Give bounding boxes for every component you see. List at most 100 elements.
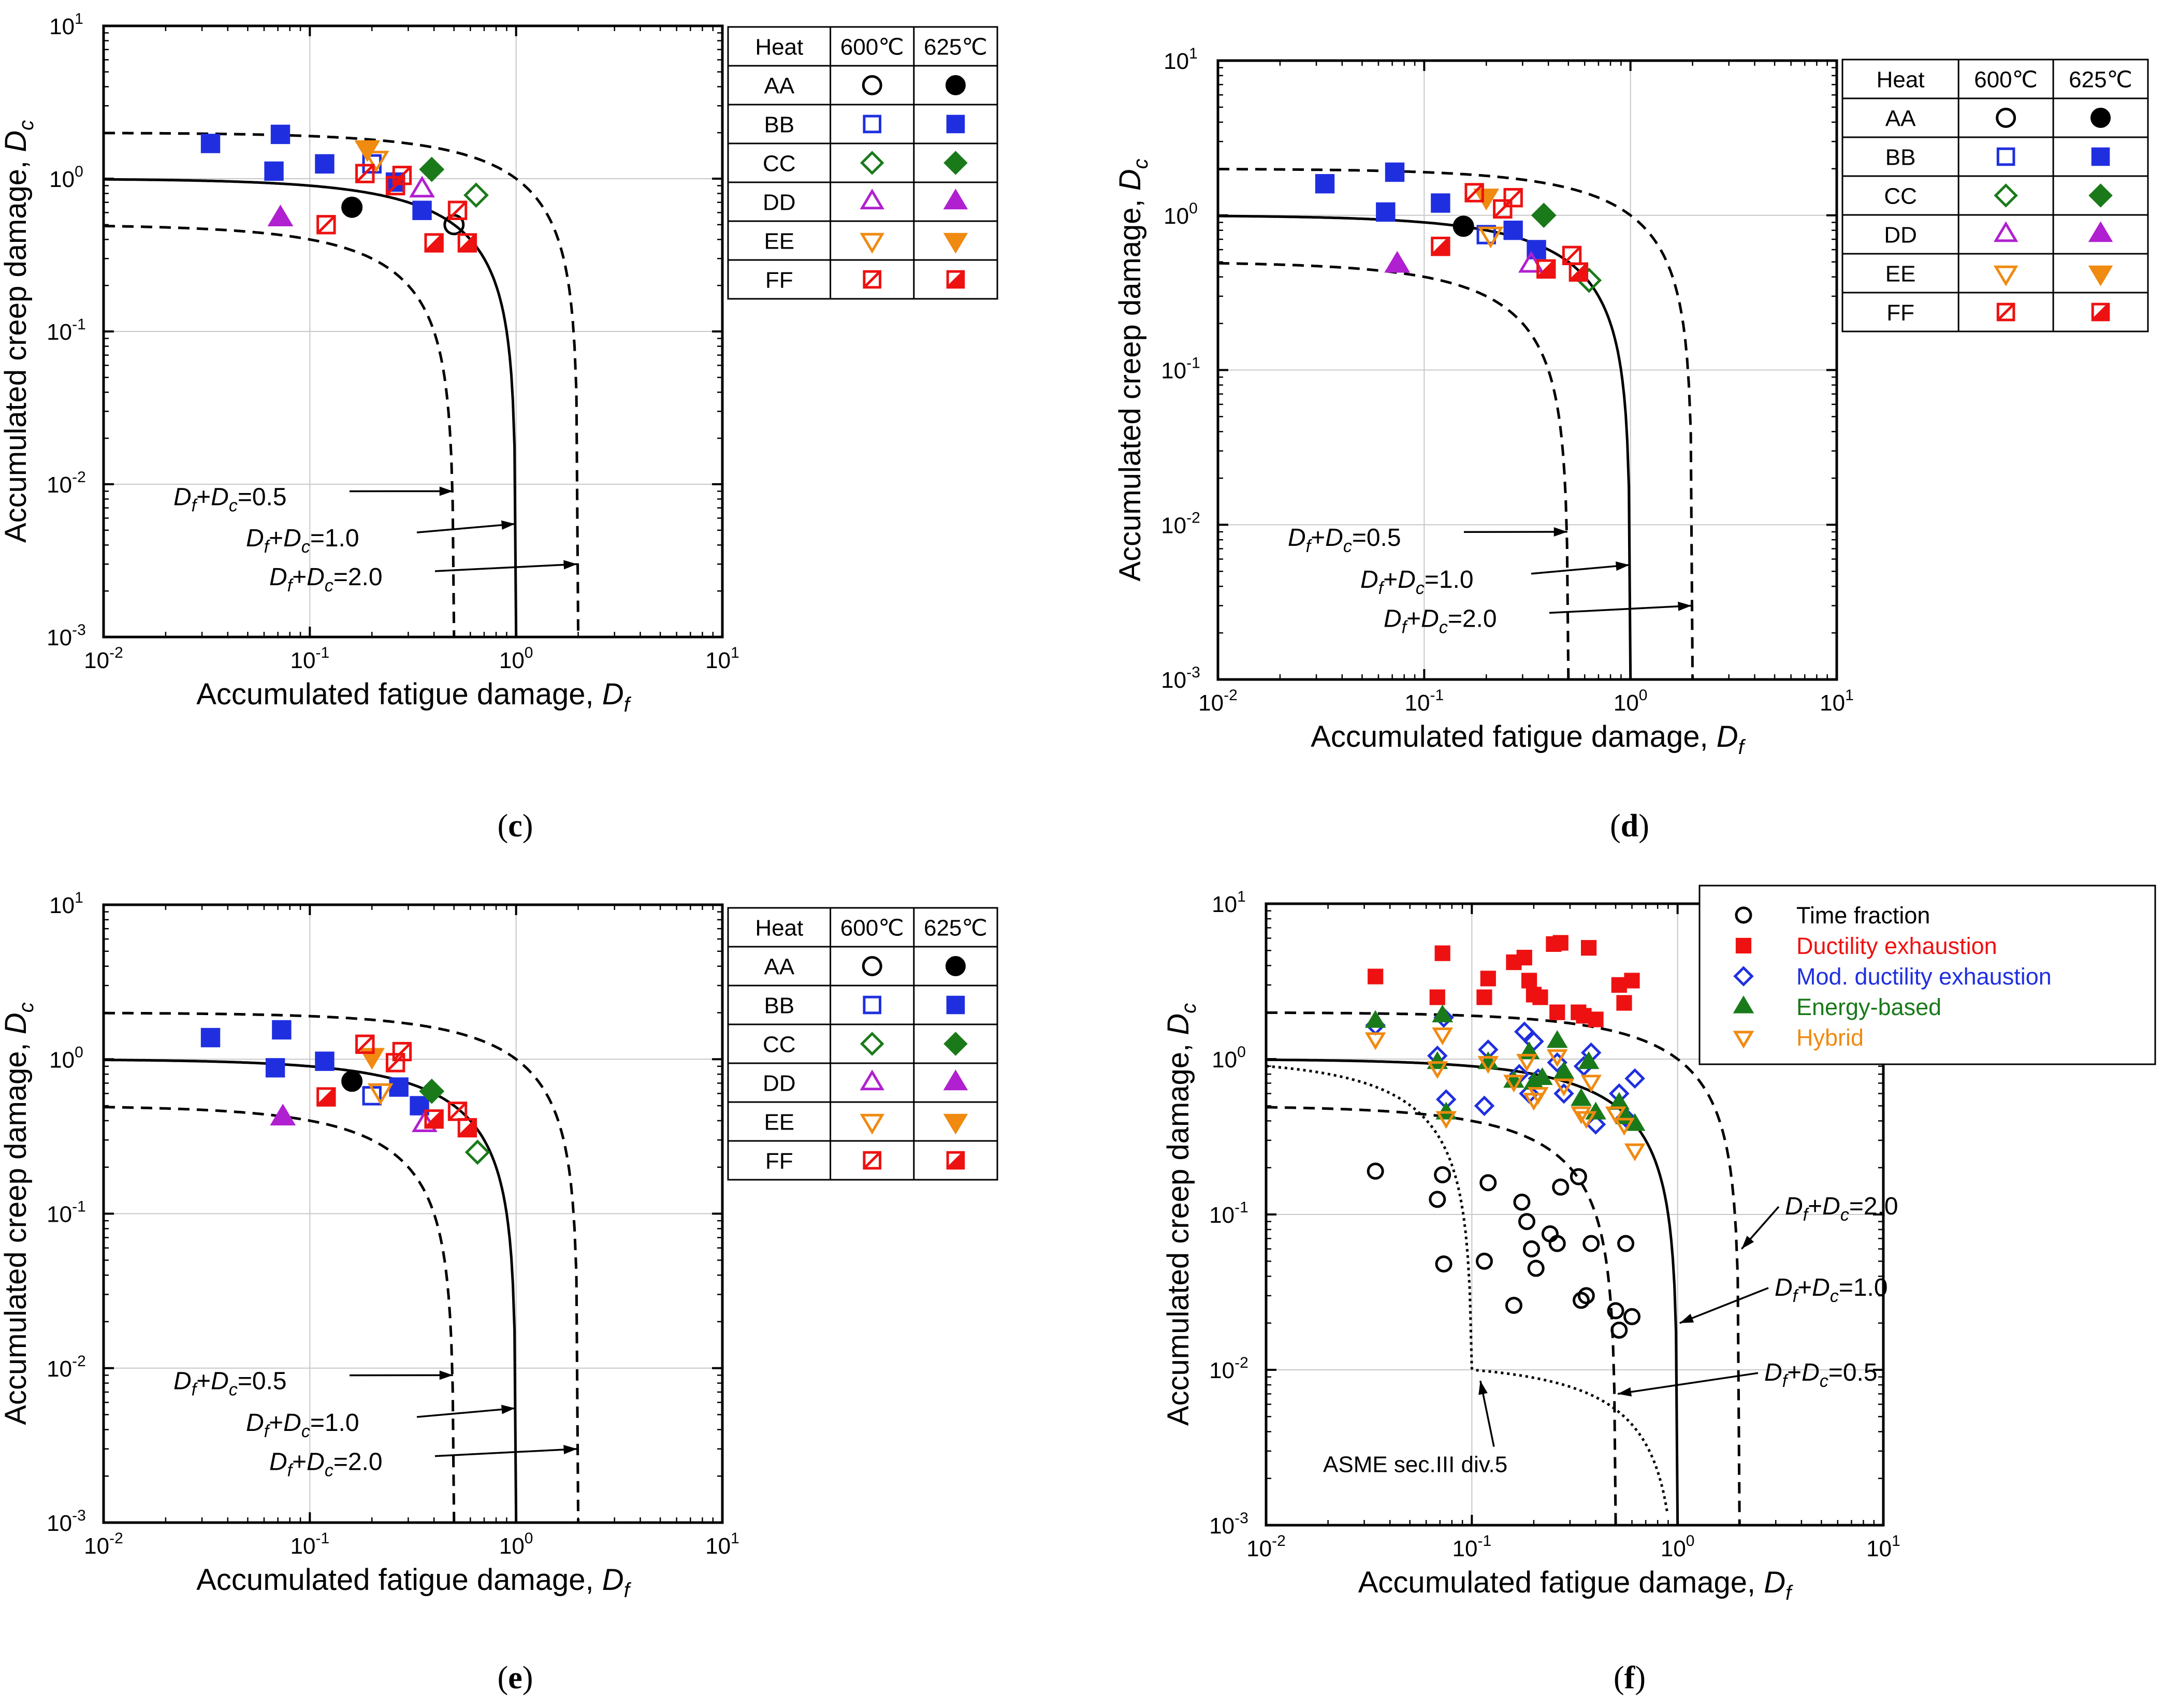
data-point-time-fraction — [1513, 1193, 1531, 1211]
data-point-bb-625 — [1503, 221, 1523, 240]
data-point-ff-625-diag — [458, 233, 477, 252]
legend-marker-625 — [943, 233, 968, 254]
data-point-ff-600 — [316, 215, 336, 235]
interaction-line-1 — [1266, 1058, 1679, 1526]
data-point-bb-625 — [272, 1020, 292, 1040]
data-point-time-fraction — [1435, 1255, 1453, 1273]
data-point-ff-600-diag — [386, 176, 405, 195]
data-point-time-fraction — [1552, 1178, 1570, 1196]
legend-marker-600 — [863, 995, 882, 1015]
data-point-bb-625 — [200, 1027, 221, 1048]
legend-entry-label: Ductility exhaustion — [1796, 933, 1997, 959]
data-point-cc-625 — [1531, 202, 1557, 228]
legend-marker-600 — [863, 1151, 882, 1170]
legend-marker-600 — [1996, 147, 2015, 166]
legend-marker-600-box — [863, 1151, 882, 1170]
data-point-ff-625-diag — [425, 1109, 444, 1128]
annotation-arrow-head — [501, 1405, 515, 1414]
data-point-hybrid — [1571, 1106, 1592, 1124]
data-point-hybrid — [1624, 1143, 1646, 1162]
legend-marker-625 — [2088, 183, 2113, 208]
data-point-ff-625-diag — [425, 233, 444, 252]
legend-entry-label: Time fraction — [1796, 902, 1930, 929]
annotation-arrow — [1531, 564, 1630, 575]
annotation-arrow-head — [1741, 1236, 1754, 1249]
data-point-ff-600-box — [392, 1041, 412, 1062]
legend-marker-625 — [946, 270, 965, 289]
legend-heat-label: FF — [1886, 300, 1914, 326]
legend-marker-600 — [860, 151, 884, 175]
legend-marker-625 — [2091, 302, 2110, 322]
annotation-arrow — [1617, 1372, 1759, 1395]
annotation-sum-2: Df+Dc=2.0 — [1384, 605, 1497, 637]
legend-heat-label: EE — [764, 1110, 794, 1135]
data-point-hybrid — [1576, 1111, 1597, 1129]
legend-marker-600-box — [863, 270, 882, 289]
legend-heat-label: BB — [764, 993, 794, 1019]
legend-frame — [1698, 885, 2156, 1065]
data-point-bb-625 — [412, 200, 432, 220]
x-tick-label: 10-2 — [84, 1530, 123, 1559]
annotation-sum-2: Df+Dc=2.0 — [1785, 1193, 1898, 1225]
data-point-bb-625 — [1315, 174, 1335, 194]
legend-header: 625℃ — [924, 916, 987, 941]
y-axis-label: Accumulated creep damage, Dc — [0, 120, 38, 543]
legend-heat-label: EE — [1885, 262, 1916, 287]
data-point-ductility-exhaustion — [1521, 973, 1537, 989]
annotation-sum-1: Df+Dc=1.0 — [1360, 566, 1474, 598]
data-point-energy-based — [1532, 1067, 1553, 1085]
data-point-bb-625 — [315, 154, 335, 174]
data-point-bb-625 — [315, 1051, 335, 1071]
data-point-ff-600-box — [385, 1053, 405, 1073]
legend-marker-625 — [2091, 147, 2110, 166]
data-point-ee-625 — [1473, 189, 1500, 211]
data-point-aa-625 — [1453, 215, 1474, 237]
annotation-arrow-head — [1679, 1313, 1694, 1323]
data-point-ff-600-diag — [1504, 188, 1523, 207]
data-point-ff-600-diag — [355, 164, 374, 183]
annotation-arrow — [416, 1407, 515, 1418]
legend-header: Heat — [755, 916, 803, 941]
data-point-ductility-exhaustion — [1552, 935, 1568, 951]
data-point-time-fraction — [1518, 1213, 1535, 1231]
data-point-ff-600 — [1503, 188, 1523, 208]
interaction-line-0_5 — [104, 224, 456, 638]
data-point-bb-625 — [1431, 193, 1450, 213]
legend-marker-600-diag — [1997, 303, 2015, 321]
interaction-line-2 — [1218, 168, 1694, 680]
data-point-time-fraction — [1607, 1302, 1624, 1320]
data-point-energy-based — [1427, 1051, 1448, 1069]
legend-entry-label: Energy-based — [1796, 994, 1941, 1020]
data-point-time-fraction — [1475, 1252, 1493, 1270]
y-axis-label: Accumulated creep damage, Dc — [0, 1002, 38, 1425]
x-tick-label: 101 — [705, 1530, 739, 1559]
legend-heat-label: DD — [763, 190, 796, 215]
legend-marker-625 — [946, 1151, 965, 1170]
interaction-line-2 — [103, 132, 580, 638]
data-point-hybrid — [1580, 1075, 1602, 1093]
legend-marker — [1733, 966, 1754, 987]
data-point-ff-600 — [1464, 183, 1484, 202]
panel-label-f: (f) — [1614, 1660, 1646, 1696]
y-tick-label: 10-1 — [47, 1198, 86, 1227]
data-point-energy-based — [1578, 1051, 1600, 1069]
legend-marker-625 — [943, 151, 968, 175]
data-point-bb-625 — [410, 1096, 429, 1116]
data-point-hybrid — [1503, 1075, 1524, 1093]
data-point-ductility-exhaustion — [1549, 1004, 1565, 1020]
data-point-energy-based — [1553, 1061, 1575, 1079]
annotation-sum-1: Df+Dc=1.0 — [246, 1409, 359, 1441]
annotation-arrow-head — [501, 520, 515, 530]
legend-marker-600-diag — [863, 1151, 881, 1169]
data-point-bb-625 — [270, 124, 291, 144]
legend-entry-label: Mod. ductility exhaustion — [1796, 963, 2052, 990]
data-point-ff-625 — [424, 233, 444, 253]
data-point-ff-600-box — [1493, 199, 1513, 219]
data-point-mod-ductility-exhaustion — [1553, 1083, 1574, 1104]
x-axis-label: Accumulated fatigue damage, Df — [1311, 720, 1746, 759]
data-point-ff-600-diag — [355, 1035, 374, 1054]
legend-marker-625 — [946, 995, 965, 1015]
data-point-ff-600-diag — [448, 201, 467, 220]
data-point-ff-625-box — [424, 233, 444, 253]
